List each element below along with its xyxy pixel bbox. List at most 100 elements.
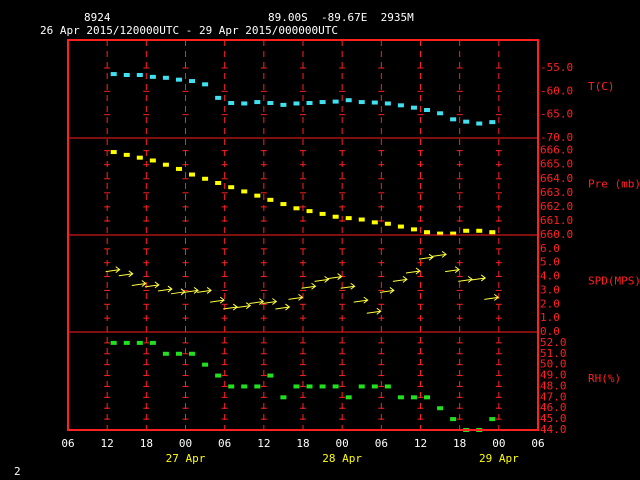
- data-point: [280, 202, 287, 207]
- data-point: [384, 101, 391, 106]
- data-point: [463, 228, 470, 233]
- y-tick-label: -55.0: [540, 61, 573, 74]
- wind-arrow: [484, 293, 500, 301]
- data-point: [175, 166, 182, 171]
- x-tick-label: 06: [61, 437, 74, 450]
- data-point: [202, 82, 209, 87]
- data-point: [162, 75, 169, 80]
- data-point: [149, 158, 156, 163]
- data-point: [424, 395, 431, 400]
- data-point: [358, 384, 365, 389]
- data-point: [371, 220, 378, 225]
- y-tick-label: 4.0: [540, 270, 560, 283]
- data-point: [306, 101, 313, 105]
- y-tick-label: 50.0: [540, 358, 567, 371]
- y-tick-label: 6.0: [540, 242, 560, 255]
- data-point: [384, 384, 391, 389]
- data-point: [358, 217, 365, 222]
- x-tick-label: 12: [101, 437, 114, 450]
- wind-arrow: [405, 267, 421, 275]
- y-tick-label: 0.0: [540, 325, 560, 338]
- data-point: [371, 100, 378, 105]
- data-point: [189, 351, 196, 356]
- series-label: Pre (mb): [588, 178, 640, 191]
- y-tick-label: 660.0: [540, 228, 573, 241]
- data-point: [397, 103, 404, 108]
- data-point: [306, 384, 313, 389]
- data-point: [202, 362, 209, 367]
- wind-arrow: [197, 287, 212, 294]
- y-tick-label: 47.0: [540, 390, 567, 403]
- y-tick-label: 663.0: [540, 186, 573, 199]
- wind-arrow: [131, 280, 147, 287]
- y-tick-label: 665.0: [540, 158, 573, 171]
- y-tick-label: 662.0: [540, 200, 573, 213]
- data-point: [397, 395, 404, 400]
- data-point: [332, 384, 339, 389]
- data-point: [371, 384, 378, 389]
- data-point: [280, 395, 287, 400]
- data-point: [410, 395, 417, 400]
- wind-arrow: [105, 266, 121, 274]
- data-point: [463, 119, 470, 124]
- y-tick-label: 2.0: [540, 297, 560, 310]
- data-point: [280, 102, 287, 107]
- data-point: [228, 384, 235, 389]
- data-point: [123, 340, 130, 345]
- data-point: [319, 211, 326, 216]
- y-tick-label: 1.0: [540, 311, 560, 324]
- data-point: [136, 155, 143, 160]
- data-point: [450, 231, 457, 236]
- data-point: [424, 230, 431, 235]
- data-point: [476, 228, 483, 233]
- data-point: [241, 189, 248, 194]
- station-id: 8924: [84, 11, 111, 24]
- data-point: [345, 98, 352, 103]
- data-point: [175, 351, 182, 356]
- data-point: [345, 216, 352, 221]
- data-point: [489, 417, 496, 422]
- data-point: [175, 77, 182, 82]
- data-point: [267, 373, 274, 378]
- data-point: [110, 72, 117, 77]
- wind-arrow: [432, 251, 447, 258]
- data-point: [110, 150, 117, 155]
- data-point: [319, 100, 326, 105]
- data-point: [358, 100, 365, 105]
- y-tick-label: 49.0: [540, 369, 567, 382]
- wind-arrow: [249, 298, 265, 305]
- data-point: [384, 221, 391, 226]
- x-tick-label: 06: [218, 437, 231, 450]
- x-tick-label: 06: [531, 437, 544, 450]
- data-point: [215, 180, 222, 185]
- data-point: [293, 101, 300, 106]
- data-point: [149, 340, 156, 345]
- wind-arrow: [327, 273, 343, 280]
- wind-arrow: [418, 253, 434, 261]
- data-point: [189, 79, 196, 84]
- data-point: [489, 120, 496, 125]
- data-point: [410, 227, 417, 232]
- data-point: [228, 101, 235, 105]
- page-number: 2: [14, 465, 21, 478]
- y-tick-label: 666.0: [540, 144, 573, 157]
- data-point: [202, 176, 209, 181]
- data-point: [489, 230, 496, 235]
- data-point: [254, 193, 261, 198]
- data-point: [254, 100, 261, 105]
- data-point: [215, 95, 222, 100]
- date-label: 27 Apr: [166, 452, 206, 465]
- y-tick-label: 46.0: [540, 401, 567, 414]
- wind-arrow: [288, 293, 304, 301]
- date-label: 29 Apr: [479, 452, 519, 465]
- data-point: [437, 111, 444, 116]
- y-tick-label: 45.0: [540, 412, 567, 425]
- y-tick-label: 48.0: [540, 379, 567, 392]
- data-point: [332, 99, 339, 104]
- y-tick-label: -60.0: [540, 84, 573, 97]
- y-tick-label: 51.0: [540, 347, 567, 360]
- data-point: [267, 197, 274, 202]
- x-tick-label: 00: [179, 437, 192, 450]
- x-tick-label: 06: [375, 437, 388, 450]
